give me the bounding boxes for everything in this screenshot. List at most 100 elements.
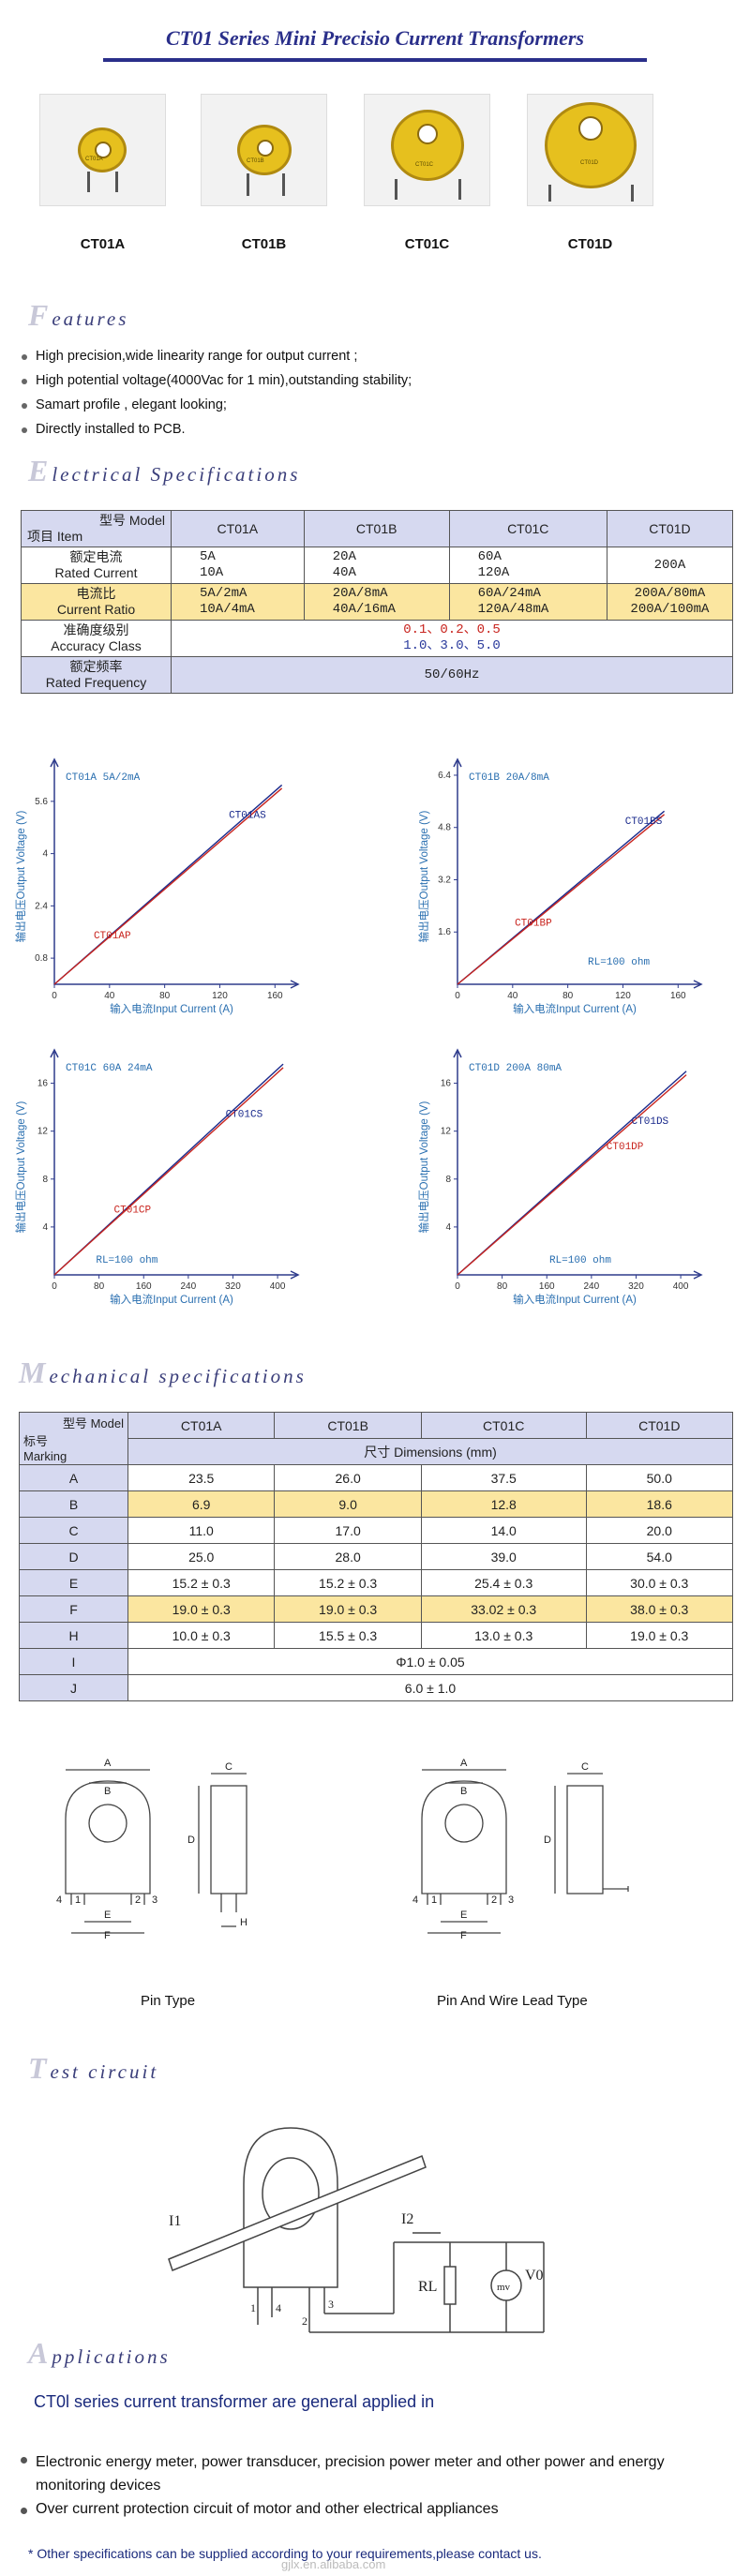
dim-letter: A <box>104 1758 112 1769</box>
mechanical-heading: Mechanical specifications <box>19 1355 307 1389</box>
circuit-label-mv: mv <box>497 2282 511 2293</box>
dim-cell: 18.6 <box>585 1490 734 1518</box>
frequency-cell: 50/60Hz <box>171 656 733 694</box>
chart-annotation: CT01CS <box>226 1109 263 1120</box>
marking-cell: B <box>19 1490 128 1518</box>
pin-number: 1 <box>431 1895 437 1906</box>
chart-x-label: 输入电流Input Current (A) <box>110 1293 233 1306</box>
chart-x-label: 输入电流Input Current (A) <box>513 1293 637 1306</box>
model-header: CT01A <box>171 510 305 547</box>
dim-cell: 6.9 <box>127 1490 276 1518</box>
x-tick-label: 240 <box>584 1281 600 1292</box>
dim-cell: 30.0 ± 0.3 <box>585 1569 734 1596</box>
pin-number: 3 <box>508 1895 514 1906</box>
dim-letter: F <box>104 1930 111 1940</box>
pin-number: 1 <box>250 2301 256 2314</box>
chart-annotation: CT01AS <box>229 810 266 821</box>
dim-cell: 14.0 <box>420 1517 587 1544</box>
chart-x-label: 输入电流Input Current (A) <box>110 1002 233 1015</box>
chart-y-label: 输出电压Output Voltage (V) <box>14 811 27 943</box>
x-tick-label: 80 <box>497 1281 508 1292</box>
chart-y-arrow <box>453 1048 462 1058</box>
dim-cell: 15.2 ± 0.3 <box>274 1569 422 1596</box>
model-header: CT01B <box>303 510 450 547</box>
drawing-hole <box>444 1804 484 1843</box>
product-photo-ct01b: CT01B <box>201 94 327 206</box>
y-tick-label: 4 <box>42 1222 48 1233</box>
dim-cell: 15.5 ± 0.3 <box>274 1622 422 1649</box>
y-tick-label: 4 <box>42 849 48 860</box>
features-heading: Features <box>28 298 129 332</box>
dim-letter: A <box>460 1758 468 1769</box>
spec-cell: 20A 40A <box>303 547 450 584</box>
chart-title: CT01C 60A 24mA <box>66 1063 153 1074</box>
dim-cell: 37.5 <box>420 1464 587 1491</box>
product-mark: CT01A <box>85 157 103 162</box>
x-tick-label: 80 <box>159 991 171 1001</box>
row-label: 额定电流 Rated Current <box>21 547 172 584</box>
applications-intro: CT0l series current transformer are gene… <box>34 2392 435 2411</box>
x-tick-label: 320 <box>225 1281 241 1292</box>
chart-y-arrow <box>50 757 59 768</box>
model-header: CT01B <box>274 1412 422 1439</box>
series-line-ct01bp <box>457 814 666 985</box>
drawing-pin-type: A B C D E F H 4 1 2 3 <box>56 1758 248 1940</box>
x-tick-label: 120 <box>615 991 631 1001</box>
dim-cell: 6.0 ± 1.0 <box>128 1674 733 1701</box>
circuit-label-i1: I1 <box>169 2213 181 2229</box>
model-header: CT01C <box>448 510 608 547</box>
drawing-hole <box>88 1804 128 1843</box>
title-underline <box>103 58 647 62</box>
chart-annotation: CT01BP <box>515 918 552 929</box>
pin-number: 3 <box>152 1895 158 1906</box>
x-tick-label: 80 <box>562 991 574 1001</box>
dim-letter: E <box>104 1910 111 1921</box>
spec-cell: 5A 10A <box>171 547 305 584</box>
chart-x-arrow <box>290 980 300 989</box>
feature-item: High potential voltage(4000Vac for 1 min… <box>21 373 412 388</box>
chart-axes <box>457 761 701 985</box>
x-tick-label: 0 <box>455 1281 460 1292</box>
chart-y-arrow <box>50 1048 59 1058</box>
drawing-body-front <box>421 1780 507 1895</box>
dim-cell: 19.0 ± 0.3 <box>585 1622 734 1649</box>
product-label: CT01A <box>80 236 126 252</box>
pin-number: 4 <box>412 1895 418 1906</box>
pin-number: 2 <box>302 2314 308 2328</box>
y-tick-label: 16 <box>441 1079 452 1089</box>
x-tick-label: 120 <box>212 991 228 1001</box>
x-tick-label: 0 <box>52 991 57 1001</box>
test-circuit-heading: Test circuit <box>28 2051 159 2085</box>
dim-letter: B <box>460 1786 467 1797</box>
dim-cell: Φ1.0 ± 0.05 <box>128 1648 733 1675</box>
x-tick-label: 400 <box>673 1281 689 1292</box>
pin-number: 4 <box>56 1895 62 1906</box>
feature-item: High precision,wide linearity range for … <box>21 349 358 364</box>
chart-title: CT01B 20A/8mA <box>469 772 549 784</box>
dim-cell: 9.0 <box>274 1490 422 1518</box>
dim-cell: 25.0 <box>127 1543 276 1570</box>
dim-cell: 38.0 ± 0.3 <box>585 1595 734 1623</box>
marking-cell: D <box>19 1543 128 1570</box>
chart-ct01b: 0 40 80 120 160 1.6 3.2 4.8 6.4 输入电流Input Current… <box>417 757 703 1015</box>
electrical-heading: Electrical Specifications <box>28 454 301 487</box>
y-tick-label: 12 <box>441 1127 452 1137</box>
dim-cell: 10.0 ± 0.3 <box>127 1622 276 1649</box>
application-item: Electronic energy meter, power transduce… <box>21 2450 729 2497</box>
y-tick-label: 4.8 <box>438 823 451 833</box>
chart-ct01c: 0 80 160 240 320 400 4 8 12 16 输入电流Input Current (… <box>14 1048 300 1306</box>
dim-letter: C <box>225 1761 232 1773</box>
chart-annotation: RL=100 ohm <box>588 957 650 968</box>
x-tick-label: 40 <box>507 991 518 1001</box>
drawing-body-side <box>210 1785 248 1895</box>
spec-cell: 60A 120A <box>448 547 608 584</box>
marking-cell: E <box>19 1569 128 1596</box>
y-tick-label: 3.2 <box>438 875 451 885</box>
marking-cell: J <box>19 1674 128 1701</box>
circuit-label-v0: V0 <box>525 2268 544 2284</box>
dimensions-label: 尺寸 Dimensions (mm) <box>128 1438 733 1465</box>
product-label: CT01D <box>567 236 613 252</box>
dim-cell: 19.0 ± 0.3 <box>274 1595 422 1623</box>
model-header: CT01D <box>585 1412 734 1439</box>
marking-cell: C <box>19 1517 128 1544</box>
